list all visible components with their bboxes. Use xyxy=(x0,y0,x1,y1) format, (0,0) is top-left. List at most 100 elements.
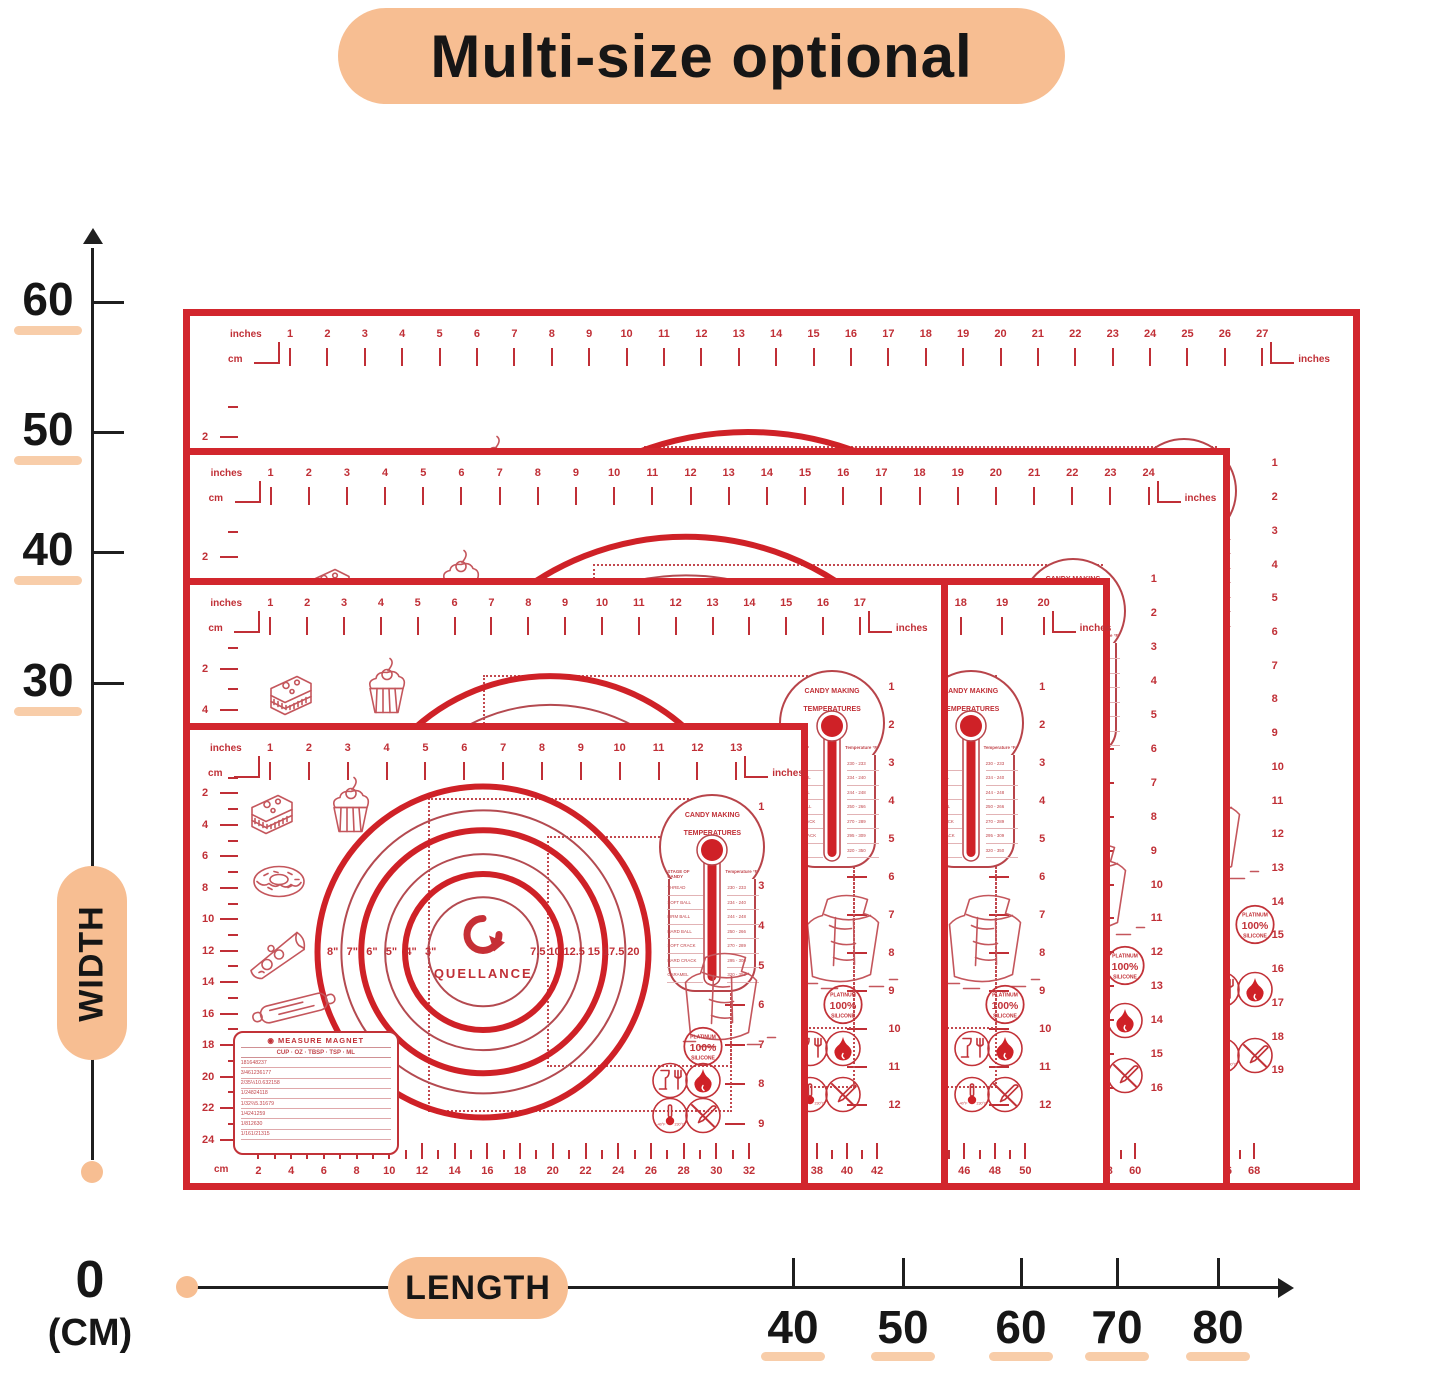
left-ruler-tick xyxy=(220,792,238,795)
candy-stage: FIRM BALL xyxy=(667,910,704,925)
candy-temp: 250 - 266 xyxy=(985,800,1018,815)
right-ruler-number: 14 xyxy=(1150,1014,1163,1027)
donut-illustration xyxy=(248,860,310,909)
top-ruler-number: 18 xyxy=(954,597,967,609)
candy-chart-title-line1: CANDY MAKING xyxy=(943,687,999,695)
bottom-ruler-tick xyxy=(715,1143,718,1159)
candy-temp: 295 - 309 xyxy=(847,829,880,844)
no-sharp-objects-icon xyxy=(1105,1056,1145,1101)
circle-label-inch: 5" xyxy=(385,945,398,958)
top-ruler-tick xyxy=(438,348,441,366)
svg-text:SILICONE: SILICONE xyxy=(691,1056,715,1062)
rolling-circle xyxy=(358,827,609,1077)
left-ruler-number: 2 xyxy=(202,787,209,800)
top-ruler-tick xyxy=(613,487,616,505)
left-ruler-tick xyxy=(220,1075,238,1078)
right-ruler-number: 2 xyxy=(888,718,895,731)
top-ruler-tick xyxy=(536,487,539,505)
right-ruler-number: 5 xyxy=(1150,708,1157,721)
right-ruler-tick xyxy=(988,1066,1009,1069)
circle-label-cm: 20 xyxy=(627,945,640,958)
svg-text:100%: 100% xyxy=(830,1000,857,1011)
left-ruler-number: 10 xyxy=(202,913,215,926)
flour-bag-illustration xyxy=(790,887,905,1000)
measure-magnet-cell: 2 xyxy=(247,1110,251,1117)
candy-temp: 320 - 350 xyxy=(847,844,880,859)
right-ruler-number: 9 xyxy=(758,1118,765,1131)
width-axis-origin-dot xyxy=(81,1161,103,1183)
right-ruler-number: 11 xyxy=(1150,912,1163,925)
candy-temp: 295 - 309 xyxy=(985,829,1018,844)
right-ruler-number: 6 xyxy=(888,870,895,883)
right-ruler-number: 3 xyxy=(888,756,895,769)
top-ruler-number: 18 xyxy=(913,467,926,479)
top-ruler-tick xyxy=(1186,348,1189,366)
top-ruler-tick xyxy=(748,617,751,635)
top-ruler-number: 25 xyxy=(1181,328,1194,340)
candy-temp: 230 - 233 xyxy=(985,757,1018,772)
length-axis-tick xyxy=(1115,1258,1119,1288)
bottom-ruler-tick-minor xyxy=(600,1150,603,1159)
top-ruler-tick xyxy=(727,487,730,505)
measure-magnet-cell: 1/2 xyxy=(250,1131,259,1138)
top-right-corner-mark xyxy=(1051,611,1076,633)
right-ruler-number: 10 xyxy=(1150,878,1163,891)
right-ruler-number: 6 xyxy=(1150,742,1157,755)
top-ruler-tick xyxy=(307,487,310,505)
bottom-ruler-number: 8 xyxy=(353,1165,360,1177)
bottom-ruler-number: 32 xyxy=(742,1165,756,1177)
measure-magnet-cell: 2/3 xyxy=(240,1080,248,1087)
right-ruler-number: 13 xyxy=(1150,980,1163,993)
candy-chart-col2-header: Temperature °F xyxy=(845,744,878,750)
top-ruler-tick xyxy=(849,348,852,366)
svg-text:PLATINUM: PLATINUM xyxy=(830,992,856,998)
measure-magnet-cell: 1/3 xyxy=(240,1100,248,1107)
measure-magnet-cell: 12 xyxy=(250,1070,257,1077)
bottom-ruler-tick-minor xyxy=(699,1150,701,1159)
left-ruler-tick xyxy=(220,823,238,826)
top-ruler-tick xyxy=(269,762,272,780)
bottom-ruler-number: 16 xyxy=(481,1165,494,1177)
top-ruler-number: 24 xyxy=(1143,328,1157,340)
right-ruler-number: 8 xyxy=(1271,693,1278,706)
candy-temp: 270 - 289 xyxy=(847,815,880,830)
circle-label-inch: 3" xyxy=(424,945,437,958)
right-ruler-tick xyxy=(847,1104,868,1107)
top-ruler-tick xyxy=(625,348,628,366)
bottom-ruler-tick-minor xyxy=(978,1150,981,1159)
right-ruler-number: 7 xyxy=(1150,776,1157,789)
bottom-ruler-number: 24 xyxy=(612,1165,625,1177)
circle-label-inch: 7" xyxy=(346,945,358,958)
top-right-unit-label: inches xyxy=(1184,493,1217,504)
top-ruler-number: 5 xyxy=(436,328,443,340)
top-ruler-tick xyxy=(1109,487,1112,505)
measure-magnet-cell: 15 xyxy=(263,1131,270,1138)
bottom-ruler-tick xyxy=(649,1143,652,1159)
bottom-ruler-number: 46 xyxy=(958,1165,971,1177)
top-ruler-tick xyxy=(1149,348,1152,366)
candy-stage: SOFT CRACK xyxy=(667,939,704,954)
bottom-ruler-tick xyxy=(876,1143,879,1159)
measure-magnet-cell: 30 xyxy=(256,1120,263,1127)
left-ruler-number: 18 xyxy=(202,1039,215,1052)
right-ruler-number: 4 xyxy=(1039,794,1046,807)
cupcake-illustration xyxy=(321,776,377,842)
top-ruler-tick xyxy=(1042,617,1045,635)
svg-text:230°C: 230°C xyxy=(1226,1063,1236,1067)
rolling-circle xyxy=(384,853,583,1051)
bottom-ruler-tick-minor xyxy=(437,1150,440,1159)
length-axis-tick xyxy=(901,1258,905,1288)
candy-chart-title-line1: CANDY MAKING xyxy=(804,687,860,695)
left-ruler-number: 2 xyxy=(202,662,209,675)
left-ruler-tick-minor xyxy=(228,688,238,691)
top-right-unit-label: inches xyxy=(1298,354,1330,365)
right-ruler-number: 3 xyxy=(1271,524,1278,537)
measure-magnet-cell: 158 xyxy=(271,1080,280,1087)
bottom-ruler-tick xyxy=(1134,1143,1137,1159)
bottom-ruler-tick-minor xyxy=(830,1150,833,1159)
measure-magnet-cell: 12 xyxy=(253,1110,260,1117)
top-ruler-tick xyxy=(343,617,346,635)
